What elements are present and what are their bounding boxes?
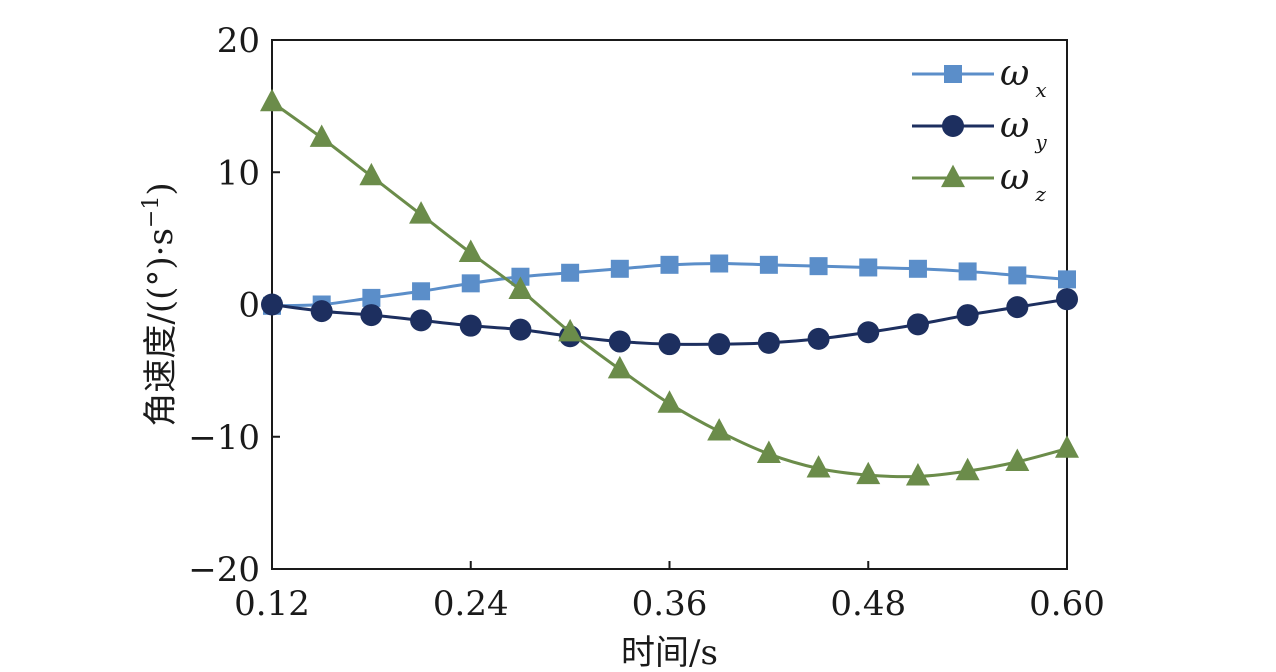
series-y-point xyxy=(757,331,780,354)
series-y xyxy=(261,288,1078,356)
series-z-point xyxy=(607,355,632,379)
legend-marker xyxy=(941,164,965,188)
series-x xyxy=(263,254,1076,315)
series-z-point xyxy=(1005,448,1030,471)
series-z xyxy=(260,88,1079,486)
series-y-point xyxy=(261,293,283,316)
legend-symbol: ω xyxy=(1000,53,1029,94)
series-y-point xyxy=(410,309,433,332)
legend-marker xyxy=(942,115,964,137)
y-tick-label: 20 xyxy=(217,21,260,61)
x-tick-label: 0.12 xyxy=(234,584,310,624)
x-tick-label: 0.24 xyxy=(433,584,509,624)
series-z-point xyxy=(955,457,980,481)
y-tick-label: −20 xyxy=(188,550,260,590)
series-z-point xyxy=(558,318,583,342)
y-axis-label-close: ) xyxy=(141,182,181,195)
series-z-point xyxy=(905,463,930,486)
x-tick-label: 0.48 xyxy=(830,584,906,624)
y-axis-label-superscript: −1 xyxy=(139,196,164,228)
series-z-line xyxy=(271,100,1068,479)
series-x-point xyxy=(908,259,927,278)
series-y-point xyxy=(1056,288,1078,311)
series-y-point xyxy=(360,304,383,327)
legend-symbol: ω xyxy=(1000,157,1029,198)
series-x-point xyxy=(1058,270,1076,289)
series-x-point xyxy=(859,258,878,277)
x-tick-label: 0.60 xyxy=(1029,584,1105,624)
series-y-point xyxy=(509,318,532,341)
series-x-point xyxy=(660,255,679,274)
series-y-point xyxy=(310,300,333,323)
series-y-point xyxy=(459,314,482,337)
legend-subscript: z xyxy=(1034,182,1046,206)
series-z-point xyxy=(409,201,434,224)
series-x-point xyxy=(610,259,629,278)
series-x-point xyxy=(412,282,431,301)
legend-subscript: x xyxy=(1035,78,1046,102)
series-layer xyxy=(260,88,1079,486)
series-z-point xyxy=(657,390,682,413)
series-z-point xyxy=(260,88,284,112)
legend-subscript: y xyxy=(1034,130,1047,154)
series-x-point xyxy=(958,262,977,281)
series-z-point xyxy=(458,239,483,262)
series-y-point xyxy=(608,330,631,353)
series-z-point xyxy=(806,455,831,478)
series-x-point xyxy=(362,288,381,307)
series-y-point xyxy=(658,333,681,356)
series-x-point xyxy=(809,257,828,276)
y-axis-label-main: 角速度/((°)·s xyxy=(141,228,181,427)
y-tick-label: 0 xyxy=(238,286,260,326)
y-tick-label: −10 xyxy=(188,418,260,458)
series-y-point xyxy=(956,304,979,327)
series-z-point xyxy=(856,461,881,485)
series-x-point xyxy=(710,254,729,273)
series-y-point xyxy=(1006,296,1029,319)
legend-symbol: ω xyxy=(1000,105,1029,146)
series-z-point xyxy=(309,124,334,147)
legend-marker xyxy=(944,65,962,83)
series-z-point xyxy=(707,418,732,441)
series-y-point xyxy=(708,333,731,356)
y-axis-label: 角速度/((°)·s−1) xyxy=(139,182,181,426)
series-x-point xyxy=(1008,266,1027,285)
x-axis-label: 时间/s xyxy=(621,633,718,672)
series-z-point xyxy=(359,162,384,186)
series-y-point xyxy=(906,313,929,336)
series-y-point xyxy=(857,321,880,344)
plot-area: 0.12 0.24 0.36 0.48 0.60 −20 −10 0 10 20 xyxy=(188,21,1105,624)
series-x-point xyxy=(759,255,778,274)
series-y-point xyxy=(807,327,830,350)
series-z-point xyxy=(508,276,533,300)
series-z-point xyxy=(756,440,781,464)
series-x-point xyxy=(561,263,580,282)
x-tick-label: 0.36 xyxy=(632,584,708,624)
legend: ω xω yω z xyxy=(912,53,1047,206)
series-z-point xyxy=(1055,435,1079,458)
y-tick-label: 10 xyxy=(217,153,260,193)
series-x-point xyxy=(461,274,480,293)
